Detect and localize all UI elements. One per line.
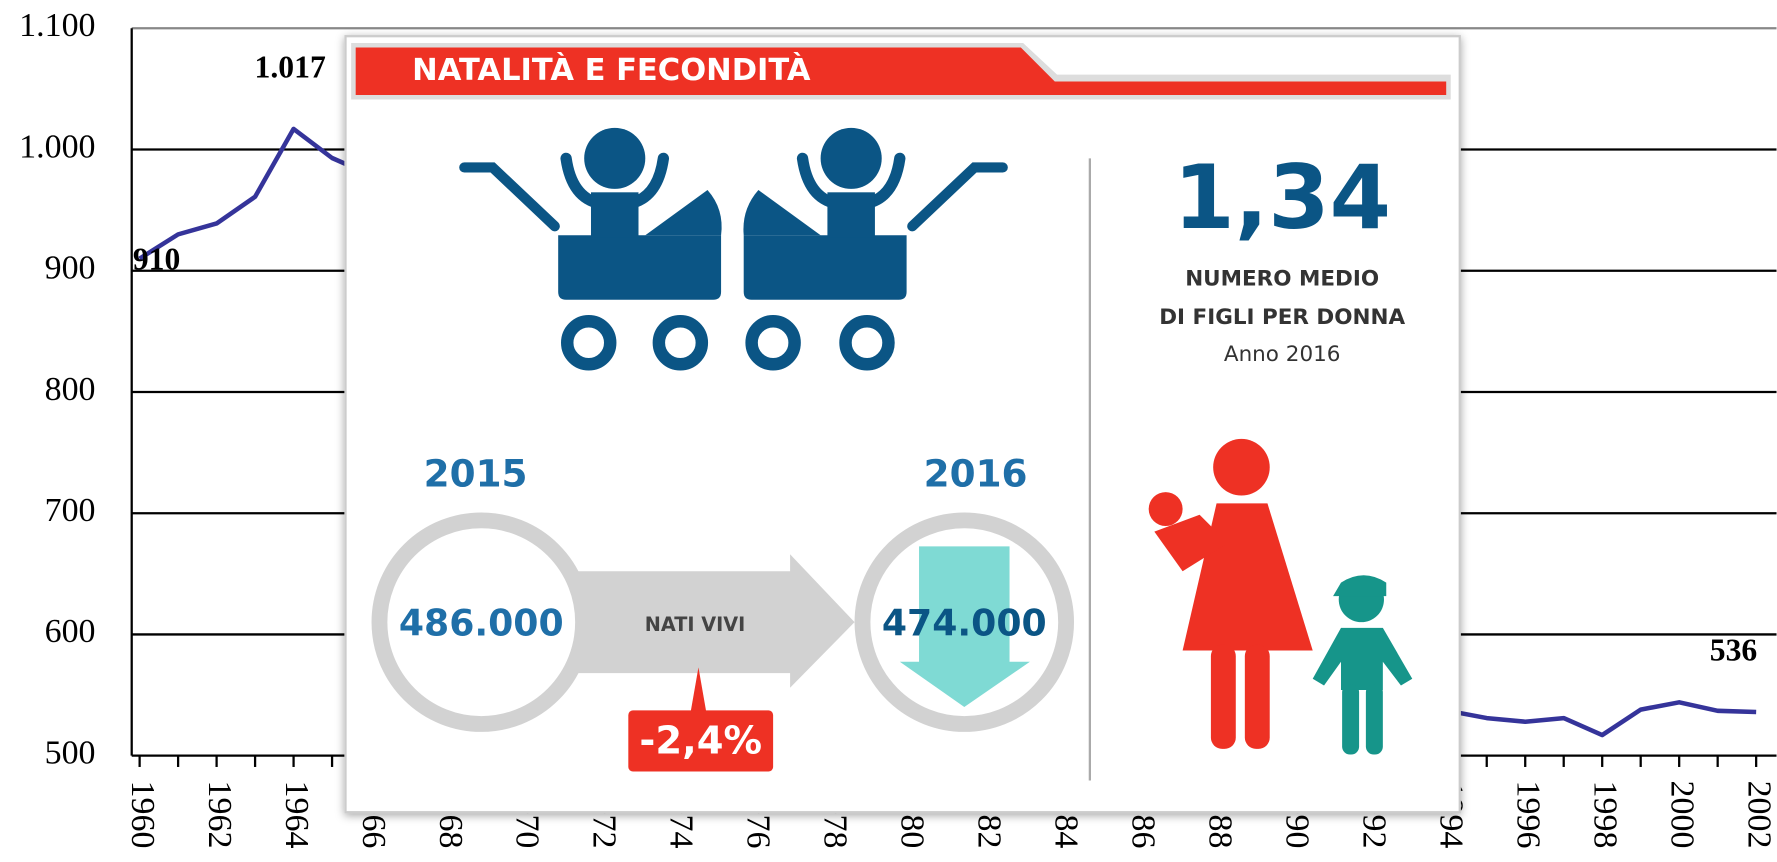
data-label: 536 bbox=[1710, 632, 1757, 667]
data-label: 1.017 bbox=[255, 49, 326, 84]
births-label: NATI VIVI bbox=[645, 613, 745, 636]
x-tick-label: 1962 bbox=[201, 781, 238, 849]
fertility-label: DI FIGLI PER DONNA bbox=[1159, 305, 1405, 330]
births-to: 474.000 bbox=[882, 602, 1047, 645]
y-tick-label: 900 bbox=[45, 250, 96, 287]
callout bbox=[628, 710, 774, 772]
fertility-label: NUMERO MEDIO bbox=[1185, 266, 1379, 291]
fertility: 1,34 bbox=[1173, 146, 1391, 249]
infographic: NATALITÀ E FECONDITÀ 2015 2016 486.000 N… bbox=[344, 35, 1461, 814]
data-label: 910 bbox=[133, 241, 180, 276]
woman-icon bbox=[1148, 438, 1313, 749]
circle-from bbox=[371, 512, 591, 732]
x-tick-label: 2000 bbox=[1663, 781, 1700, 849]
y-tick-label: 600 bbox=[45, 613, 96, 650]
x-tick-label: 1996 bbox=[1509, 781, 1546, 849]
down-arrow bbox=[899, 546, 1030, 708]
year-from: 2015 bbox=[424, 452, 528, 496]
births-from: 486.000 bbox=[399, 602, 564, 645]
tab bbox=[355, 47, 1447, 96]
x-tick-label: 1964 bbox=[278, 781, 315, 849]
callout-pointer bbox=[690, 667, 707, 713]
strollers-icon bbox=[459, 127, 1008, 371]
y-tick-label: 700 bbox=[45, 492, 96, 529]
arrow bbox=[566, 554, 855, 688]
x-tick-label: 1960 bbox=[124, 781, 161, 849]
x-tick-label: 1998 bbox=[1586, 781, 1623, 849]
y-tick-label: 1.100 bbox=[19, 7, 95, 44]
fertility-year: Anno 2016 bbox=[1224, 342, 1341, 367]
change: -2,4% bbox=[639, 719, 762, 764]
y-tick-label: 800 bbox=[45, 371, 96, 408]
title: NATALITÀ E FECONDITÀ bbox=[412, 52, 811, 88]
y-tick-label: 500 bbox=[45, 734, 96, 771]
x-tick-label: 2002 bbox=[1740, 781, 1777, 849]
y-tick-label: 1.000 bbox=[19, 128, 95, 165]
child-icon bbox=[1312, 575, 1413, 755]
year-to: 2016 bbox=[924, 452, 1028, 496]
